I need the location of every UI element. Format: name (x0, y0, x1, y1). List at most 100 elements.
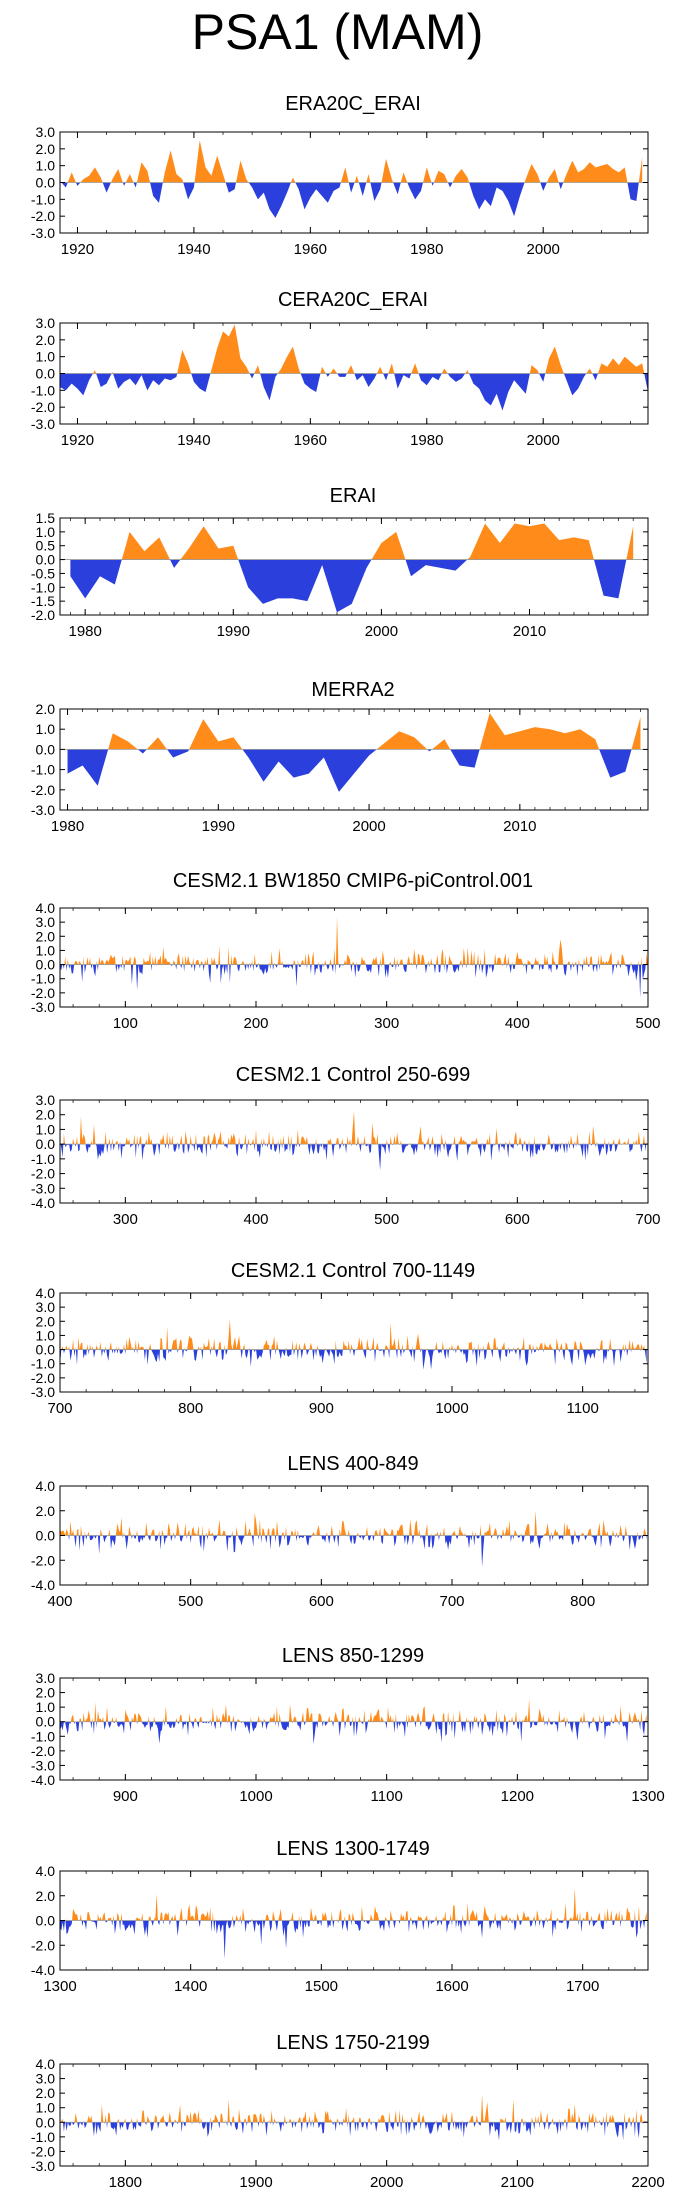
y-tick-label: 1.0 (36, 1327, 56, 1343)
y-tick-label: 3.0 (36, 1670, 56, 1686)
panel-lens-1750-2199: LENS 1750-2199 4.0 3.0 2.0 1.0 0.0 -1.0 -2.0 -3… (0, 2009, 675, 2199)
panel-merra2: MERRA2 2.0 1.0 0.0 -1.0 -2.0 -3.0 1980 1990 2000… (0, 656, 675, 846)
series-area (60, 1111, 647, 1171)
panel-title: LENS 400-849 (287, 1453, 418, 1475)
negative-area (60, 373, 648, 411)
series-area (67, 713, 641, 792)
y-tick-label: -2.0 (31, 208, 55, 224)
y-tick-label: 0.0 (36, 1342, 56, 1358)
y-tick-label: -2.0 (31, 607, 55, 623)
y-tick-label: -0.5 (31, 565, 55, 581)
x-tick-label: 1980 (410, 241, 443, 258)
panel-era20c-erai: ERA20C_ERAI 3.0 2.0 1.0 0.0 -1.0 -2.0 -3.0 1920… (0, 75, 675, 265)
x-tick-label: 1300 (43, 1978, 76, 1995)
y-tick-label: -2.0 (31, 399, 55, 415)
y-tick-label: 4.0 (36, 1285, 56, 1301)
plot-frame (59, 1099, 649, 1204)
y-tick-label: 1.0 (36, 158, 56, 174)
x-tick-label: 400 (243, 1211, 268, 1228)
positive-area (60, 1319, 647, 1350)
x-tick-label: 700 (635, 1211, 660, 1228)
negative-area (60, 1349, 647, 1370)
series-area (60, 1319, 647, 1370)
panel-title: LENS 1750-2199 (276, 2032, 429, 2054)
x-tick-label: 500 (374, 1211, 399, 1228)
x-tick-label: 2000 (352, 818, 385, 835)
y-tick-label: 0.0 (36, 366, 56, 382)
positive-area (63, 1698, 647, 1722)
positive-area (60, 1887, 647, 1921)
x-tick-label: 2000 (527, 432, 560, 449)
x-tick-label: 1990 (202, 818, 235, 835)
x-tick-label: 1900 (239, 2174, 272, 2191)
y-tick-label: -2.0 (31, 2143, 55, 2159)
panel-cesm2-picontrol: CESM2.1 BW1850 CMIP6-piControl.001 4.0 3.… (0, 850, 675, 1040)
y-tick-label: -1.0 (31, 579, 55, 595)
y-tick-label: -3.0 (31, 225, 55, 241)
y-tick-label: -1.0 (31, 382, 55, 398)
x-tick-label: 800 (178, 1400, 203, 1417)
positive-area (60, 1510, 647, 1536)
y-tick-label: 1.0 (36, 524, 56, 540)
x-tick-label: 1920 (61, 241, 94, 258)
y-tick-label: -1.5 (31, 593, 55, 609)
y-tick-label: -3.0 (31, 1384, 55, 1400)
panel-title: CESM2.1 Control 250-699 (236, 1064, 471, 1086)
panel-cesm2-control-700-1149: CESM2.1 Control 700-1149 4.0 3.0 2.0 1.0 0.0… (0, 1237, 675, 1427)
x-tick-label: 900 (309, 1400, 334, 1417)
y-tick-label: 0.0 (36, 957, 56, 973)
negative-area (70, 559, 627, 613)
x-tick-label: 1960 (294, 432, 327, 449)
y-tick-label: -1.0 (31, 1151, 55, 1167)
chart-svg: CESM2.1 Control 700-1149 4.03.02.01.00.0… (31, 1260, 649, 1417)
x-tick-label: 2000 (365, 623, 398, 640)
y-tick-label: 3.0 (36, 914, 56, 930)
y-tick-label: 1.0 (36, 721, 56, 737)
series-area (60, 140, 643, 218)
x-tick-label: 700 (47, 1400, 72, 1417)
y-tick-label: -3.0 (31, 999, 55, 1015)
y-tick-label: 2.0 (36, 1313, 56, 1329)
positive-area (60, 1111, 647, 1145)
x-tick-label: 800 (570, 1593, 595, 1610)
chart-svg: ERAI 1.51.00.50.0-0.5-1.0-1.5-2.0 1980 199… (31, 485, 649, 640)
plot-frame (59, 517, 649, 616)
panel-cesm2-control-250-699: CESM2.1 Control 250-699 3.0 2.0 1.0 0.0 -1.0… (0, 1044, 675, 1234)
x-tick-label: 1000 (239, 1788, 272, 1805)
y-tick-label: 0.0 (36, 1136, 56, 1152)
positive-area (60, 916, 648, 965)
x-tick-label: 1960 (294, 241, 327, 258)
y-tick-label: 2.0 (36, 332, 56, 348)
y-tick-label: 1.0 (36, 1121, 56, 1137)
positive-area (70, 523, 634, 560)
panel-lens-850-1299: LENS 850-1299 3.0 2.0 1.0 0.0 -1.0 -2.0 -3.0 -4… (0, 1622, 675, 1812)
x-tick-label: 600 (309, 1593, 334, 1610)
x-tick-label: 1600 (435, 1978, 468, 1995)
series-area (60, 324, 648, 411)
y-tick-label: -3.0 (31, 416, 55, 432)
y-tick-label: 2.0 (36, 1888, 56, 1904)
x-tick-label: 600 (505, 1211, 530, 1228)
y-tick-label: -4.0 (31, 1962, 55, 1978)
chart-svg: CESM2.1 BW1850 CMIP6-piControl.001 4.03.… (31, 870, 661, 1032)
panel-title: MERRA2 (311, 679, 394, 701)
x-tick-label: 1990 (217, 623, 250, 640)
y-tick-label: 4.0 (36, 2056, 56, 2072)
positive-area (60, 2094, 647, 2123)
negative-area (60, 1920, 647, 1959)
chart-svg: LENS 850-1299 3.02.01.00.0-1.0-2.0-3.0-4… (31, 1645, 665, 1805)
y-tick-label: 0.0 (36, 552, 56, 568)
x-tick-label: 1400 (174, 1978, 207, 1995)
x-tick-label: 1200 (501, 1788, 534, 1805)
x-tick-label: 2000 (527, 241, 560, 258)
panel-title: ERAI (330, 485, 377, 507)
y-tick-label: 1.0 (36, 349, 56, 365)
x-tick-label: 1940 (177, 241, 210, 258)
x-tick-label: 300 (374, 1015, 399, 1032)
y-tick-label: 1.0 (36, 942, 56, 958)
panel-title: CESM2.1 BW1850 CMIP6-piControl.001 (173, 870, 533, 892)
negative-area (60, 1535, 647, 1568)
x-tick-label: 500 (635, 1015, 660, 1032)
y-tick-label: 0.0 (36, 1528, 56, 1544)
negative-area (60, 182, 643, 218)
